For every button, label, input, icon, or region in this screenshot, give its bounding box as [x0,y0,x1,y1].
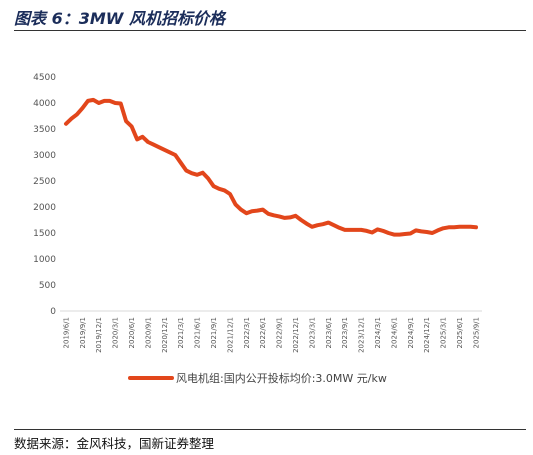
legend-label: 风电机组:国内公开投标均价:3.0MW 元/kw [176,371,387,385]
x-tick-label-22: 2024/12/1 [423,317,431,353]
x-axis: 2019/6/1 2019/9/1 2019/12/1 2020/3/1 2020/6/… [62,317,480,353]
y-tick-label-8: 4000 [33,99,56,109]
x-tick-label-12: 2022/6/1 [259,317,267,348]
x-tick-label-14: 2022/12/1 [292,317,300,353]
x-tick-label-0: 2019/6/1 [62,317,70,348]
x-tick-label-2: 2019/12/1 [95,317,103,353]
x-tick-label-13: 2022/9/1 [276,317,284,348]
x-tick-label-4: 2020/6/1 [128,317,136,348]
y-tick-label-3: 1500 [33,229,56,239]
x-tick-label-11: 2022/3/1 [243,317,251,348]
title-divider [14,30,526,31]
series-line [64,97,478,237]
x-tick-label-8: 2021/6/1 [194,317,202,348]
x-tick-label-7: 2021/3/1 [177,317,185,348]
x-tick-label-25: 2025/9/1 [472,317,480,348]
x-tick-label-21: 2024/9/1 [407,317,415,348]
x-tick-label-19: 2024/3/1 [374,317,382,348]
y-tick-label-4: 2000 [33,203,56,213]
legend: 风电机组:国内公开投标均价:3.0MW 元/kw [128,371,387,385]
figure-title: 图表 6：3MW 风机招标价格 [14,9,225,28]
x-tick-label-16: 2023/6/1 [325,317,333,348]
x-tick-label-9: 2021/9/1 [210,317,218,348]
y-tick-label-0: 0 [50,307,56,317]
x-tick-label-10: 2021/12/1 [226,317,234,353]
x-tick-label-5: 2020/9/1 [144,317,152,348]
y-axis: 0 500 1000 1500 2000 2500 3000 3500 4000 4500 [33,73,56,317]
y-tick-label-5: 2500 [33,177,56,187]
x-tick-label-23: 2025/3/1 [440,317,448,348]
x-tick-label-17: 2023/9/1 [341,317,349,348]
y-tick-label-1: 500 [39,281,56,291]
x-tick-label-24: 2025/6/1 [456,317,464,348]
x-tick-label-20: 2024/6/1 [390,317,398,348]
x-tick-label-18: 2023/12/1 [358,317,366,353]
y-tick-label-6: 3000 [33,151,56,161]
x-tick-label-6: 2020/12/1 [161,317,169,353]
source-note: 数据来源：金风科技，国新证券整理 [14,436,215,451]
source-divider [14,429,526,430]
y-tick-label-7: 3500 [33,125,56,135]
x-tick-label-15: 2023/3/1 [308,317,316,348]
y-tick-label-9: 4500 [33,73,56,83]
x-tick-label-3: 2020/3/1 [112,317,120,348]
x-tick-label-1: 2019/9/1 [79,317,87,348]
y-tick-label-2: 1000 [33,255,56,265]
